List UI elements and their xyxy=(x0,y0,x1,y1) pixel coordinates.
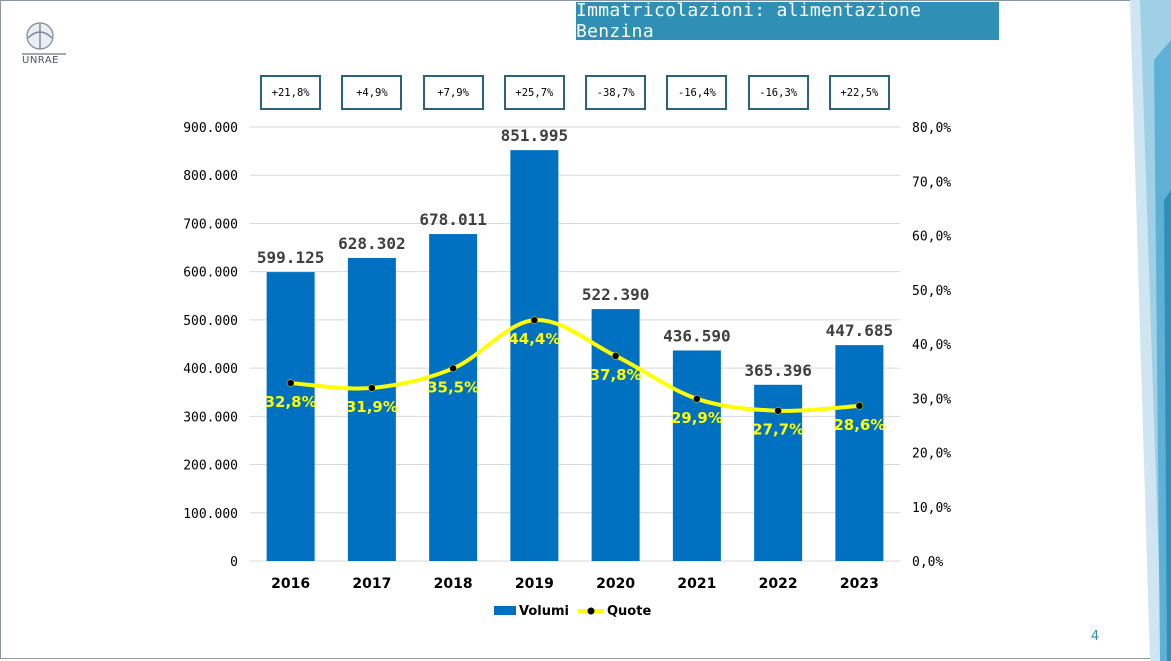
x-tick-label: 2016 xyxy=(271,576,310,592)
line-point-quote xyxy=(693,395,701,403)
y-left-tick-label: 400.000 xyxy=(183,362,238,377)
bar-data-label: 628.302 xyxy=(338,234,405,253)
line-quote xyxy=(290,318,860,413)
bar-volumi xyxy=(672,350,721,561)
line-data-label: 28,6% xyxy=(833,416,885,434)
y-left-tick-label: 800.000 xyxy=(183,169,238,184)
slide-title: Immatricolazioni: alimentazione Benzina xyxy=(576,0,999,42)
y-left-tick-label: 0 xyxy=(230,555,238,570)
y-right-tick-label: 50,0% xyxy=(912,284,951,299)
line-point-quote xyxy=(368,384,376,392)
line-data-label: 29,9% xyxy=(671,409,723,427)
y-right-tick-label: 70,0% xyxy=(912,175,951,190)
y-right-tick-label: 30,0% xyxy=(912,392,951,407)
y-left-tick-label: 900.000 xyxy=(183,121,238,136)
bar-data-label: 447.685 xyxy=(826,321,893,340)
y-left-tick-label: 700.000 xyxy=(183,217,238,232)
x-tick-label: 2017 xyxy=(352,576,391,592)
y-right-tick-label: 20,0% xyxy=(912,447,951,462)
line-point-quote xyxy=(530,316,539,324)
y-right-tick-label: 0,0% xyxy=(912,555,943,570)
growth-rate-box: -38,7% xyxy=(585,75,647,110)
svg-text:UNRAE: UNRAE xyxy=(22,55,59,66)
line-data-label: 31,9% xyxy=(346,398,398,416)
x-tick-label: 2022 xyxy=(759,576,798,592)
growth-rate-box: +21,8% xyxy=(260,75,322,110)
y-right-tick-label: 40,0% xyxy=(912,338,951,353)
bar-data-label: 851.995 xyxy=(501,126,568,145)
y-left-tick-label: 100.000 xyxy=(183,507,238,522)
bar-data-label: 436.590 xyxy=(663,326,730,345)
line-point-quote xyxy=(855,402,864,410)
y-right-tick-label: 60,0% xyxy=(912,230,951,245)
growth-rate-box: -16,3% xyxy=(747,75,809,110)
y-left-tick-label: 500.000 xyxy=(183,314,238,329)
y-right-tick-label: 80,0% xyxy=(912,121,951,136)
x-tick-label: 2020 xyxy=(596,576,635,592)
bar-data-label: 678.011 xyxy=(419,210,486,229)
legend-label-quote: Quote xyxy=(607,604,651,619)
growth-rate-box: +4,9% xyxy=(341,75,403,110)
growth-rate-box: -16,4% xyxy=(666,75,728,110)
line-point-quote xyxy=(774,406,782,415)
y-left-tick-label: 600.000 xyxy=(183,266,238,281)
bar-data-label: 522.390 xyxy=(582,285,649,304)
legend-label-volumi: Volumi xyxy=(519,604,569,619)
y-left-tick-label: 200.000 xyxy=(183,459,238,474)
x-tick-label: 2018 xyxy=(434,576,473,592)
line-data-label: 35,5% xyxy=(427,378,479,396)
line-point-quote xyxy=(611,352,620,360)
line-data-label: 32,8% xyxy=(265,393,317,411)
y-right-tick-label: 10,0% xyxy=(912,501,951,516)
line-data-label: 27,7% xyxy=(752,421,804,439)
bar-volumi xyxy=(835,345,884,561)
line-point-quote xyxy=(449,364,457,373)
legend-marker-quote xyxy=(587,607,595,615)
bar-volumi xyxy=(266,272,315,561)
y-left-tick-label: 300.000 xyxy=(183,410,238,425)
bar-volumi xyxy=(510,150,559,561)
bar-volumi xyxy=(591,309,640,561)
unrae-logo: UNRAE xyxy=(18,18,70,66)
growth-rate-box: +7,9% xyxy=(422,75,484,110)
logo-emblem-icon: UNRAE xyxy=(22,22,66,66)
line-data-label: 37,8% xyxy=(590,366,642,384)
bar-volumi xyxy=(347,258,396,561)
growth-rate-box: +25,7% xyxy=(503,75,565,110)
line-data-label: 44,4% xyxy=(508,330,560,348)
legend-swatch-volumi xyxy=(494,606,516,615)
line-point-quote xyxy=(286,379,295,387)
decorative-side-stripes xyxy=(1130,0,1171,661)
bar-volumi xyxy=(429,234,478,561)
x-tick-label: 2023 xyxy=(840,576,879,592)
x-tick-label: 2019 xyxy=(515,576,554,592)
growth-rate-box: +22,5% xyxy=(828,75,890,110)
bar-data-label: 599.125 xyxy=(257,248,324,267)
bar-data-label: 365.396 xyxy=(744,361,811,380)
page-number: 4 xyxy=(1090,629,1100,644)
x-tick-label: 2021 xyxy=(677,576,716,592)
